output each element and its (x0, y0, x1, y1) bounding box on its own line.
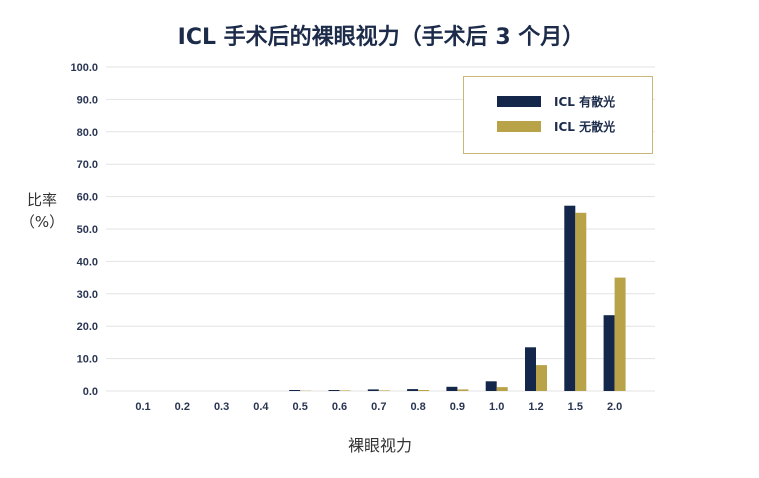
legend-label-no-astigmatism: ICL 无散光 (554, 119, 615, 134)
legend-swatch-astigmatism (497, 96, 541, 107)
x-tick-label: 1.2 (528, 401, 543, 413)
x-tick-label: 1.0 (489, 401, 504, 413)
bar-no-astigmatism (418, 390, 430, 391)
bar-astigmatism (485, 381, 497, 391)
x-tick-label: 1.5 (568, 401, 583, 413)
bar-astigmatism (328, 390, 340, 391)
bar-astigmatism (446, 386, 458, 391)
bar-astigmatism (603, 315, 615, 391)
legend-box (463, 76, 653, 154)
x-tick-label: 0.9 (450, 401, 465, 413)
legend: ICL 有散光 ICL 无散光 (463, 76, 653, 154)
x-tick-label: 0.8 (410, 401, 425, 413)
y-tick-label: 30.0 (77, 289, 98, 301)
y-tick-label: 50.0 (77, 224, 98, 236)
x-tick-label: 0.7 (371, 401, 386, 413)
bar-astigmatism (525, 347, 536, 391)
y-axis-unit: （%） (20, 213, 64, 231)
y-tick-label: 20.0 (77, 321, 98, 333)
bars (289, 205, 626, 391)
y-tick-label: 40.0 (77, 256, 98, 268)
bar-astigmatism (289, 390, 301, 391)
legend-label-astigmatism: ICL 有散光 (554, 94, 615, 109)
x-tick-label: 0.3 (214, 401, 229, 413)
bar-no-astigmatism (339, 390, 351, 391)
y-tick-label: 90.0 (77, 94, 98, 106)
x-tick-label: 0.6 (332, 401, 347, 413)
y-tick-labels: 0.0 10.0 20.0 30.0 40.0 50.0 60.0 70.0 80.0 90.0 1… (70, 62, 98, 398)
bar-no-astigmatism (496, 387, 508, 391)
bar-astigmatism (407, 389, 419, 391)
y-tick-label: 60.0 (77, 192, 98, 204)
y-tick-label: 10.0 (77, 354, 98, 366)
bar-astigmatism (367, 389, 379, 391)
y-tick-label: 80.0 (77, 127, 98, 139)
x-tick-label: 2.0 (607, 401, 622, 413)
y-tick-label: 0.0 (83, 386, 98, 398)
bar-no-astigmatism (614, 277, 626, 391)
x-tick-label: 0.2 (175, 401, 190, 413)
y-tick-label: 70.0 (77, 159, 98, 171)
x-tick-labels: 0.1 0.2 0.3 0.4 0.5 0.6 0.7 0.8 0.9 1.0 1.2 1.5 2.0 (135, 401, 622, 413)
bar-no-astigmatism (575, 212, 587, 391)
bar-no-astigmatism (457, 389, 469, 391)
bar-astigmatism (564, 205, 576, 391)
legend-swatch-no-astigmatism (497, 121, 541, 132)
bar-no-astigmatism (536, 365, 547, 391)
y-axis-label: 比率 (27, 191, 57, 209)
bar-no-astigmatism (378, 390, 390, 391)
x-tick-label: 0.1 (135, 401, 150, 413)
chart-title: ICL 手术后的裸眼视力（手术后 3 个月） (178, 24, 585, 50)
x-axis-label: 裸眼视力 (348, 436, 412, 455)
y-tick-label: 100.0 (70, 62, 98, 74)
x-tick-label: 0.4 (253, 401, 269, 413)
x-tick-label: 0.5 (293, 401, 308, 413)
